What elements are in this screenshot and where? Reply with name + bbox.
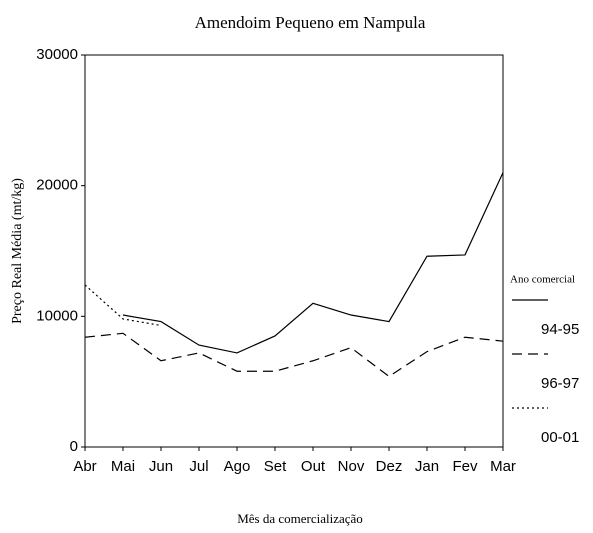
x-tick-label: Jul [189, 458, 208, 475]
legend-label: 00-01 [541, 429, 579, 446]
x-tick-label: Dez [376, 458, 403, 475]
y-tick-label: 30000 [36, 46, 78, 63]
x-tick-label: Fev [452, 458, 478, 475]
series-line [84, 332, 504, 378]
x-tick-label: Abr [73, 458, 96, 475]
x-tick-label: Mai [111, 458, 135, 475]
legend-label: 94-95 [541, 321, 579, 338]
x-axis-label: Mês da comercialização [237, 511, 363, 526]
chart-title: Amendoim Pequeno em Nampula [195, 13, 426, 32]
series-line [122, 172, 504, 354]
x-tick-label: Ago [224, 458, 251, 475]
plot-frame [84, 54, 504, 448]
x-tick-label: Jun [149, 458, 173, 475]
x-tick-label: Out [301, 458, 326, 475]
x-tick-label: Set [264, 458, 287, 475]
series-line [84, 284, 162, 327]
y-axis-label: Preço Real Média (mt/kg) [10, 178, 25, 324]
legend-label: 96-97 [541, 375, 579, 392]
x-tick-label: Nov [338, 458, 365, 475]
legend-title: Ano comercial [510, 274, 575, 286]
x-tick-label: Mar [490, 458, 516, 475]
y-tick-label: 20000 [36, 177, 78, 194]
y-tick-label: 0 [70, 438, 78, 455]
x-tick-label: Jan [415, 458, 439, 475]
y-tick-label: 10000 [36, 307, 78, 324]
